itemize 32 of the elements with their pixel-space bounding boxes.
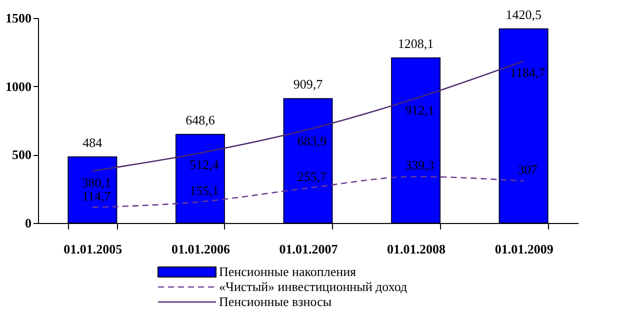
bar <box>391 57 441 224</box>
x-tick-label: 01.01.2006 <box>171 242 230 256</box>
x-tick-label: 01.01.2009 <box>494 242 554 256</box>
data-label: 380,1 <box>82 175 112 190</box>
legend-label: Пенсионные взносы <box>219 294 332 309</box>
data-label: 683,9 <box>297 134 327 149</box>
data-label: 114,7 <box>82 188 112 204</box>
x-tick-label: 01.01.2005 <box>64 242 123 256</box>
data-label: 912,1 <box>405 102 434 118</box>
data-label: 307 <box>518 162 538 178</box>
data-label: 648,6 <box>186 112 216 128</box>
data-label: 1420,5 <box>506 6 542 22</box>
y-tick-label: 1000 <box>6 78 32 94</box>
y-tick-label: 0 <box>25 216 32 230</box>
data-label: 512,4 <box>190 156 220 172</box>
bar <box>175 134 225 224</box>
y-tick-label: 500 <box>12 147 32 162</box>
legend-label: «Чистый» инвестиционный доход <box>219 279 408 294</box>
bar <box>68 156 118 224</box>
legend-label: Пенсионные накопления <box>219 264 356 279</box>
data-label: 1208,1 <box>398 36 434 51</box>
data-label: 1184,7 <box>510 65 546 80</box>
x-tick-label: 01.01.2008 <box>387 242 446 256</box>
bar <box>283 98 333 224</box>
data-label: 909,7 <box>293 76 324 92</box>
data-label: 339,3 <box>405 158 434 173</box>
data-label: 484 <box>82 134 103 150</box>
bar <box>498 28 548 224</box>
data-label: 155,1 <box>190 182 219 198</box>
y-tick-label: 1500 <box>6 10 32 26</box>
data-label: 255,7 <box>297 169 328 184</box>
x-tick-label: 01.01.2007 <box>279 242 338 256</box>
